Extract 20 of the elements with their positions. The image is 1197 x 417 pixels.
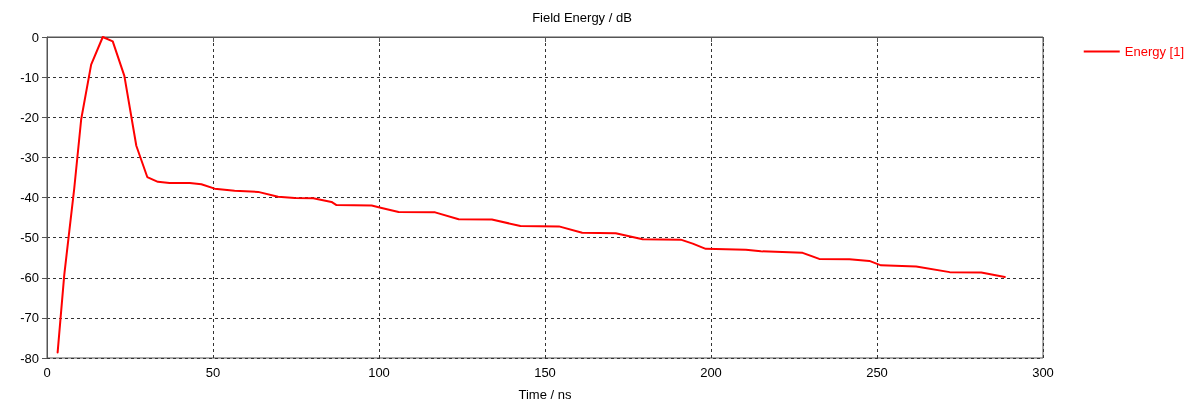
y-tick-label: -30 — [20, 149, 39, 165]
line-series — [56, 36, 1006, 354]
x-tick-label: 200 — [700, 365, 722, 380]
x-tick-label: 300 — [1032, 365, 1054, 380]
y-tick-label: -50 — [20, 230, 39, 246]
x-tick-label: 100 — [368, 365, 390, 380]
x-tick-label: 0 — [43, 365, 51, 380]
y-tick-label: -60 — [20, 270, 39, 286]
x-axis-title: Time / ns — [518, 387, 572, 402]
x-tick-label: 250 — [866, 365, 888, 380]
chart-title: Field Energy / dB — [532, 10, 632, 25]
y-tick-label: -70 — [20, 310, 39, 326]
legend-label: Energy [1] — [1124, 44, 1185, 59]
y-tick-label: -40 — [20, 190, 39, 205]
x-tick-label: 150 — [534, 365, 556, 380]
x-tick-label: 50 — [205, 365, 221, 380]
y-tick-label: -20 — [20, 109, 39, 125]
y-tick-label: 0 — [31, 29, 39, 45]
y-tick-label: -80 — [20, 350, 39, 366]
y-tick-label: -10 — [20, 69, 39, 85]
